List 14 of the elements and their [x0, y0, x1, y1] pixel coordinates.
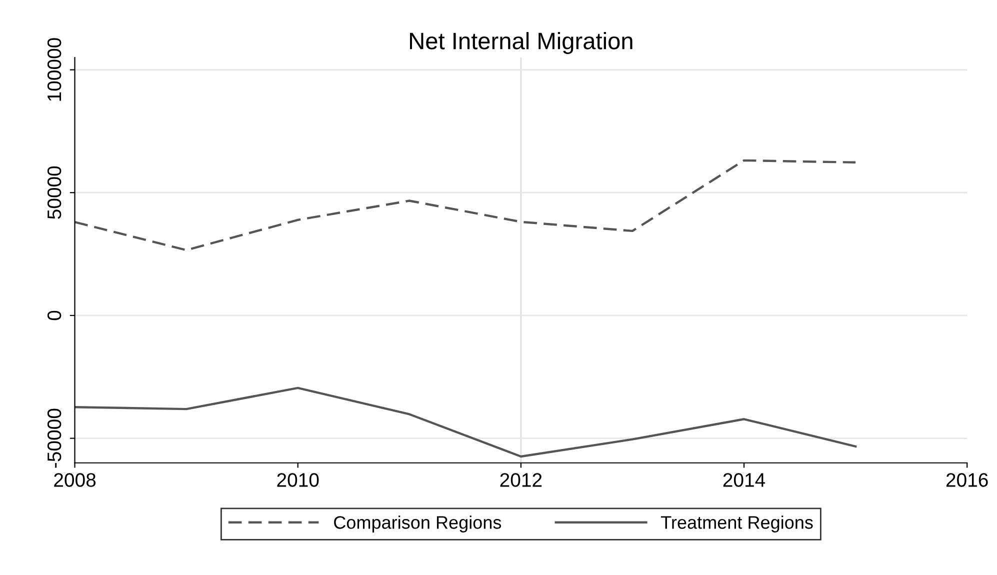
y-tick-label: 100000	[47, 38, 62, 101]
line-series	[74, 386, 857, 458]
legend-label: Treatment Regions	[661, 516, 813, 532]
x-tick-label: 2010	[277, 473, 319, 487]
y-tick-label: 50000	[47, 166, 62, 219]
y-tick-label: 0	[47, 310, 62, 320]
legend-label: Comparison Regions	[334, 516, 502, 532]
x-tick-label: 2016	[946, 473, 988, 487]
chart-title: Net Internal Migration	[410, 32, 632, 54]
x-tick-label: 2008	[54, 473, 96, 487]
y-tick-label: -50000	[47, 408, 62, 468]
line-series	[74, 159, 857, 252]
x-tick-label: 2012	[500, 473, 542, 487]
x-tick-label: 2014	[723, 473, 766, 487]
